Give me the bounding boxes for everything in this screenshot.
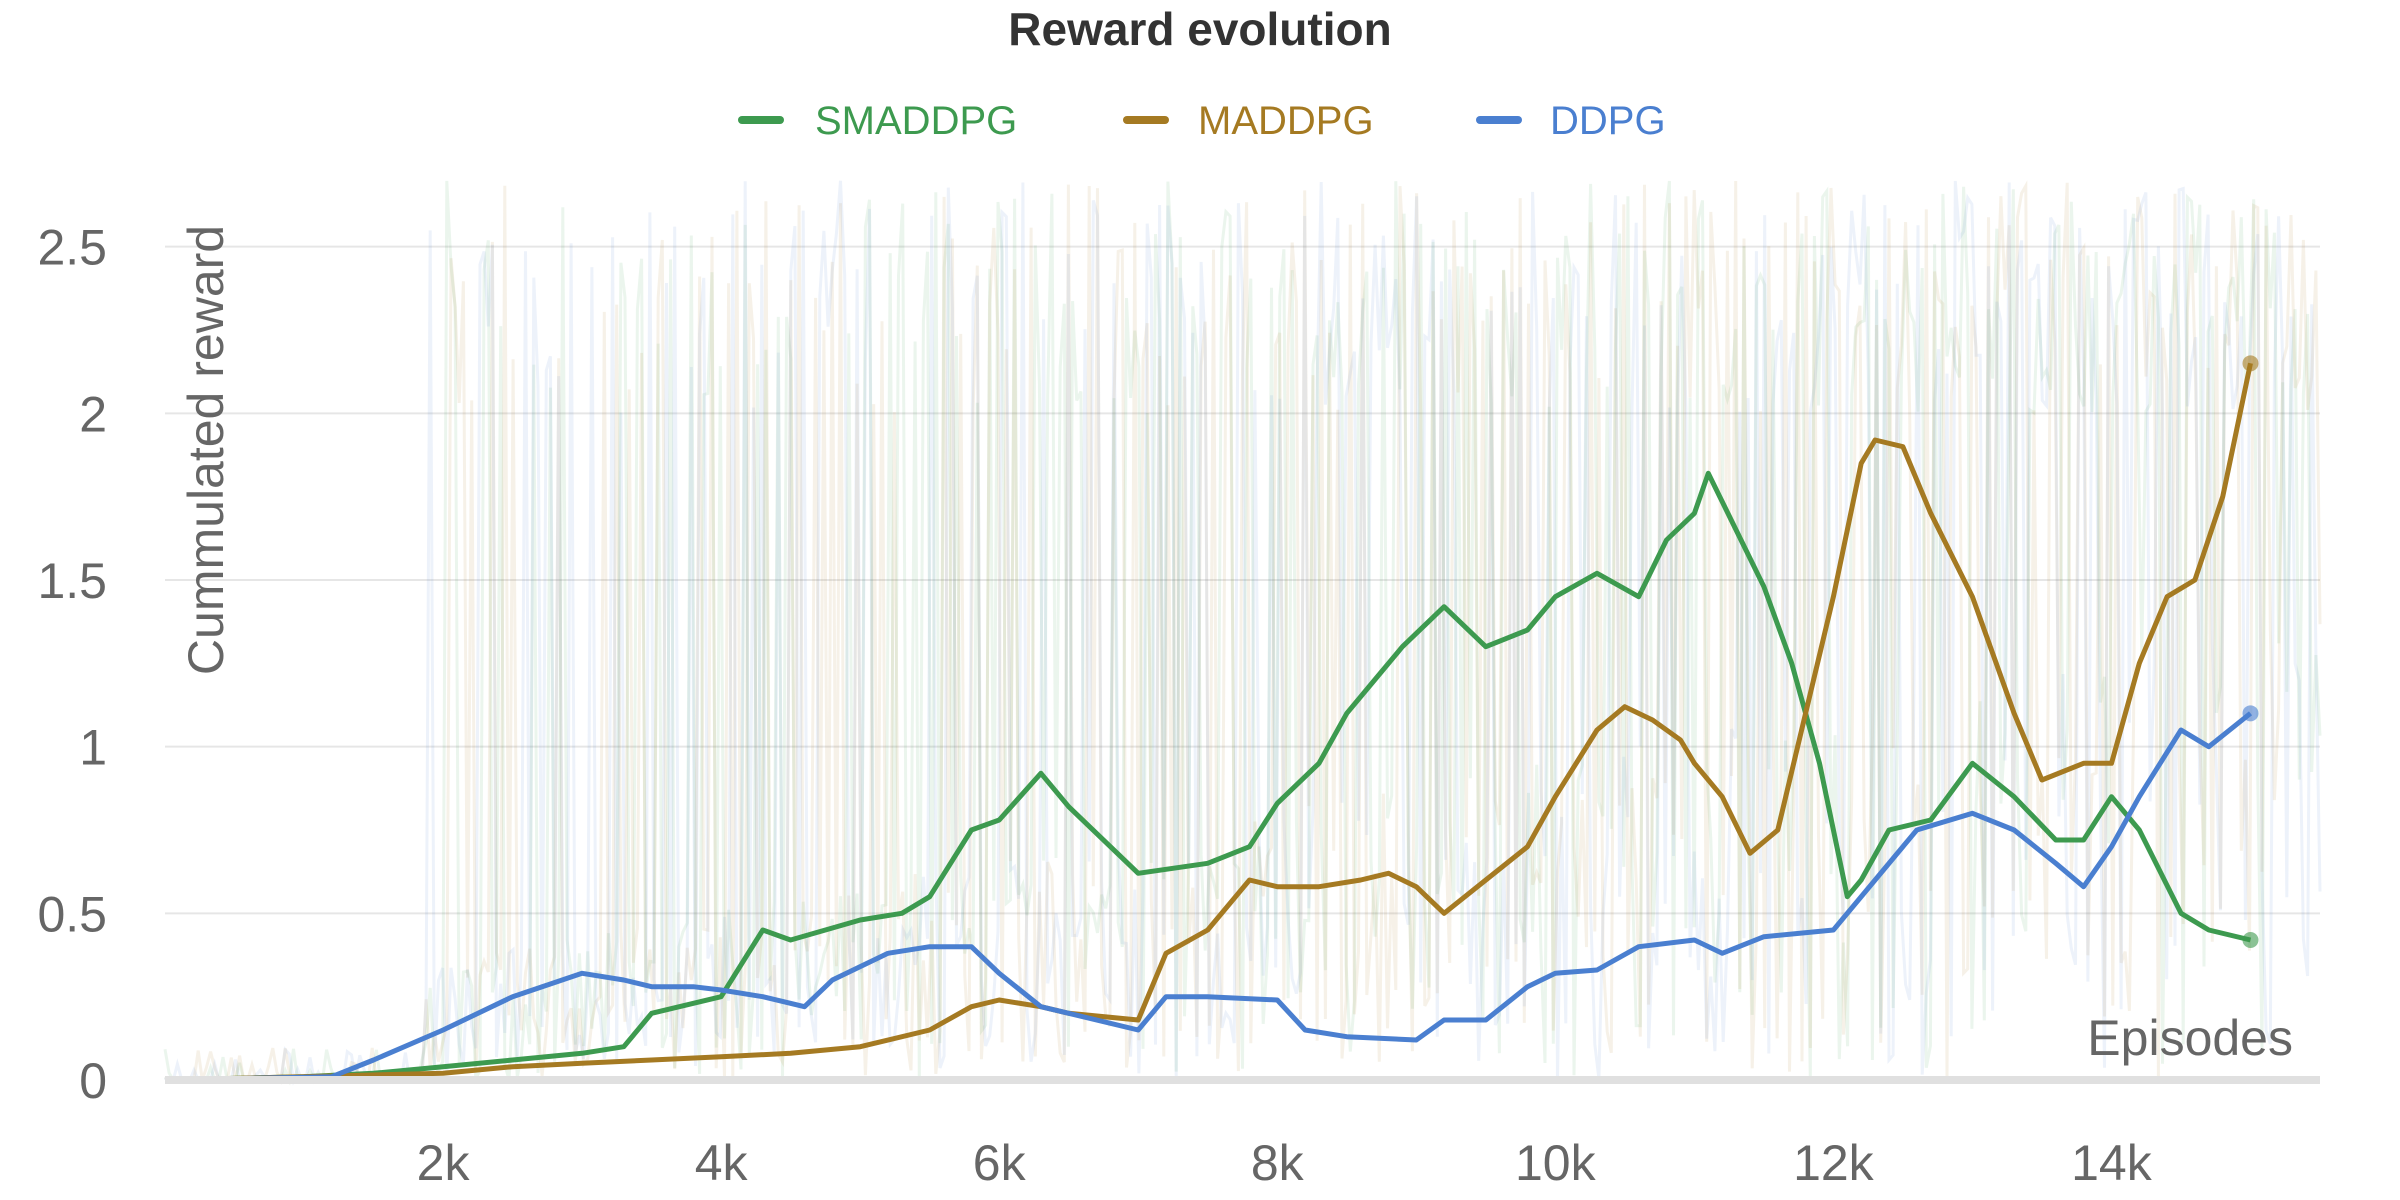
series-line-maddpg	[164, 362, 2253, 1083]
x-tick-label: 14k	[2071, 1135, 2153, 1191]
x-axis-title: Episodes	[2087, 1010, 2293, 1066]
chart-legend[interactable]: SMADDPG MADDPG DDPG	[738, 99, 1666, 143]
raw-trace-ddpg	[164, 180, 2322, 1086]
x-tick-label: 12k	[1793, 1135, 1875, 1191]
raw-reward-traces	[163, 180, 2322, 1086]
x-tick-label: 2k	[417, 1135, 471, 1191]
y-tick-label: 0	[79, 1053, 107, 1109]
series-line-smaddpg	[164, 470, 2252, 1083]
x-axis-ticks: 2k 4k 6k 8k 10k 12k 14k	[417, 1135, 2153, 1191]
chart-title: Reward evolution	[1008, 3, 1391, 55]
legend-item-smaddpg[interactable]: SMADDPG	[738, 99, 1017, 143]
y-axis-ticks: 0 0.5 1 1.5 2 2.5	[37, 220, 107, 1109]
legend-label-maddpg: MADDPG	[1198, 99, 1374, 143]
series-endpoint-maddpg	[2242, 355, 2259, 372]
series-line-ddpg	[164, 711, 2253, 1083]
x-tick-label: 6k	[973, 1135, 1027, 1191]
x-tick-label: 8k	[1251, 1135, 1305, 1191]
x-tick-label: 10k	[1515, 1135, 1597, 1191]
raw-trace-smaddpg	[163, 180, 2322, 1086]
series-endpoint-smaddpg	[2242, 932, 2259, 948]
legend-label-smaddpg: SMADDPG	[815, 99, 1017, 143]
gridlines	[165, 245, 2320, 915]
legend-item-ddpg[interactable]: DDPG	[1476, 99, 1666, 143]
series-lines	[164, 355, 2259, 1083]
series-endpoint-ddpg	[2242, 705, 2259, 722]
y-axis-title: Cummulated reward	[178, 225, 234, 675]
y-tick-label: 1.5	[37, 553, 107, 609]
y-tick-label: 2	[79, 386, 107, 442]
x-tick-label: 4k	[695, 1135, 749, 1191]
y-tick-label: 2.5	[37, 220, 107, 276]
legend-label-ddpg: DDPG	[1550, 99, 1666, 143]
y-tick-label: 0.5	[37, 886, 107, 942]
legend-item-maddpg[interactable]: MADDPG	[1123, 99, 1374, 143]
y-tick-label: 1	[79, 720, 107, 776]
